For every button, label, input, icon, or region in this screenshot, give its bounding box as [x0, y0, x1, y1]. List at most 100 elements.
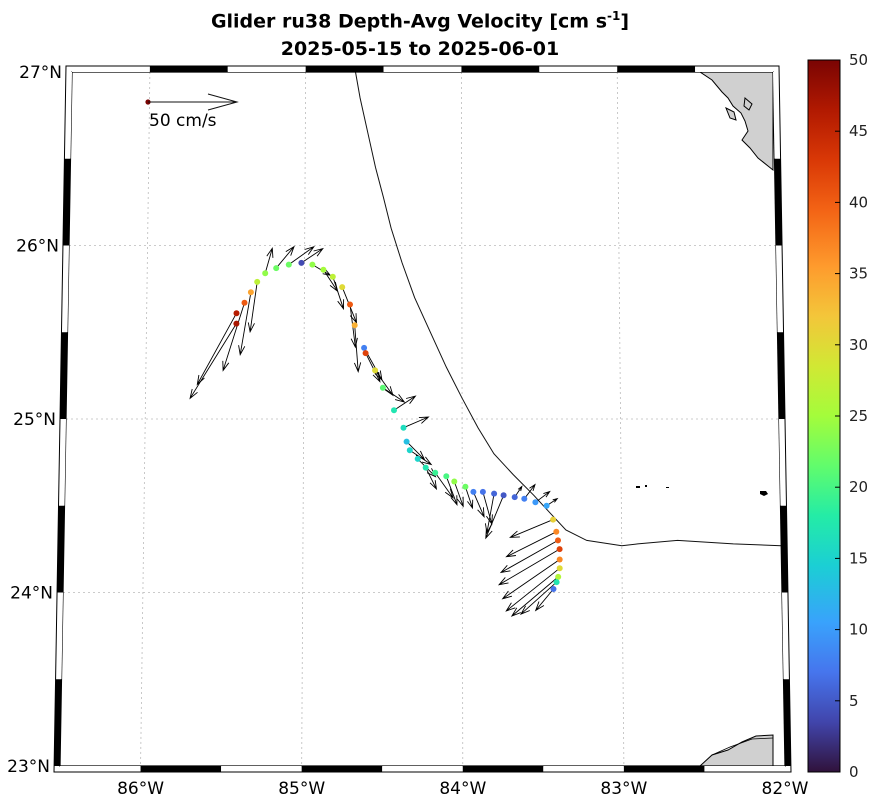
frame-segment [57, 505, 65, 593]
colorbar-tick-label: 25 [849, 407, 868, 425]
track-point [233, 310, 240, 317]
velocity-arrow [485, 495, 505, 540]
track-point [391, 407, 397, 414]
track-point [556, 565, 563, 572]
track-point [550, 516, 557, 523]
title-line1-prefix: Glider ru38 Depth-Avg Velocity [cm s [210, 10, 608, 33]
velocity-arrow [434, 472, 454, 499]
florida-coast-land [698, 72, 774, 172]
frame-segment [54, 679, 62, 767]
track-point [400, 424, 407, 431]
track-point [479, 488, 486, 495]
track-point [543, 502, 550, 509]
track-point [555, 573, 562, 580]
velocity-arrow [534, 588, 554, 612]
track-point [262, 270, 269, 277]
velocity-arrow [464, 486, 474, 510]
frame-outline [53, 65, 792, 773]
velocity-arrow [403, 416, 430, 429]
track-point [329, 273, 336, 280]
reference-arrow: 50 cm/s [145, 93, 239, 131]
track-point [347, 301, 353, 308]
lat-tick-label: 25°N [13, 410, 56, 430]
colorbar-tick-label: 50 [849, 51, 868, 69]
cuba-coast-land [698, 734, 774, 766]
track-point [451, 478, 458, 485]
title-line1-suffix: ] [620, 10, 630, 33]
frame-segment [61, 245, 69, 333]
track-point [414, 455, 421, 462]
velocity-arrow [332, 276, 345, 311]
meridian-line [616, 71, 625, 767]
colorbar-tick-label: 0 [849, 763, 859, 781]
velocity-vectors [189, 245, 560, 617]
lon-tick-label: 84°W [439, 779, 486, 796]
axis-tick-labels: 86°W 85°W 84°W 83°W 82°W 23°N 24°N 25°N 26°N 27°N [7, 63, 809, 796]
track-point [521, 495, 528, 502]
track-point [285, 261, 292, 268]
velocity-arrow [482, 491, 493, 526]
track-point [556, 546, 563, 553]
keys-islands [636, 485, 768, 496]
frame-segment [64, 71, 72, 159]
track-point [233, 320, 240, 327]
velocity-arrow [501, 559, 560, 600]
track-point [351, 322, 358, 329]
velocity-arrow [505, 567, 560, 612]
velocity-arrow [445, 476, 458, 506]
frame-segment [774, 158, 782, 246]
track-point [298, 259, 305, 266]
velocity-arrow [301, 247, 324, 264]
land-masses [636, 72, 774, 766]
track-point [432, 469, 439, 476]
velocity-arrow [510, 576, 559, 617]
reference-arrow-label: 50 cm/s [149, 111, 217, 131]
velocity-arrow [365, 352, 381, 383]
velocity-arrow [505, 531, 557, 558]
frame-segment [782, 592, 790, 680]
velocity-arrow [275, 245, 295, 269]
frame-segment [783, 679, 791, 767]
frame-segment [773, 71, 781, 159]
velocity-arrow [382, 387, 406, 403]
velocity-arrow [497, 548, 560, 586]
colorbar-tick-label: 35 [849, 265, 868, 283]
velocity-arrow [288, 246, 315, 265]
colorbar-tick-label: 20 [849, 478, 868, 496]
lon-tick-label: 86°W [117, 779, 164, 796]
frame-segment [780, 505, 788, 593]
velocity-arrow [222, 302, 245, 372]
reference-arrow-head [207, 93, 239, 111]
track-point [556, 556, 563, 563]
frame-segment [776, 245, 784, 333]
lon-tick-label: 82°W [762, 779, 809, 796]
lat-tick-label: 27°N [19, 63, 62, 83]
velocity-arrow [323, 269, 339, 293]
velocity-arrow [499, 540, 559, 574]
track-point [247, 289, 254, 296]
frame-segment [779, 418, 787, 506]
track-point [500, 492, 507, 499]
velocity-arrow [189, 323, 237, 400]
title-line2: 2025-05-15 to 2025-06-01 [280, 38, 560, 61]
velocity-arrow [409, 449, 433, 466]
lon-tick-label: 85°W [278, 779, 325, 796]
track-point [511, 494, 518, 501]
track-point [320, 266, 327, 273]
colorbar-gradient [807, 59, 841, 773]
frame-segment [60, 332, 68, 420]
track-point [553, 579, 560, 586]
lat-tick-label: 24°N [10, 584, 53, 604]
velocity-arrow [353, 325, 362, 373]
track-point [555, 537, 561, 544]
glider-track [233, 259, 563, 592]
meridian-line [301, 71, 307, 767]
track-point [254, 278, 261, 285]
lon-tick-label: 83°W [600, 779, 647, 796]
velocity-arrow [264, 246, 274, 274]
frame-segment [55, 592, 63, 680]
velocity-arrow [196, 312, 237, 386]
track-point [309, 261, 316, 268]
track-point [550, 586, 557, 592]
colorbar-tick-label: 40 [849, 193, 868, 211]
